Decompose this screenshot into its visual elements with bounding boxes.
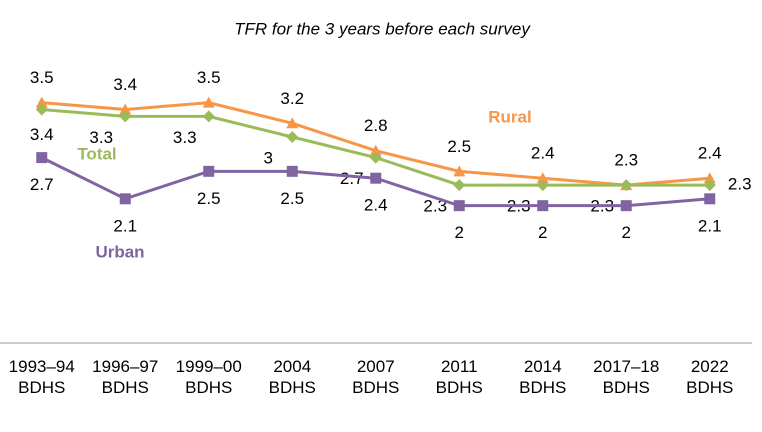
series-label: Rural: [488, 107, 531, 126]
marker: [536, 179, 549, 192]
marker: [369, 151, 382, 164]
marker: [369, 144, 382, 156]
marker: [286, 117, 299, 129]
data-label: 2.3: [423, 197, 447, 216]
x-tick-label: 2004 BDHS: [268, 357, 316, 397]
series-label: Urban: [95, 242, 144, 261]
marker: [202, 110, 215, 123]
data-label: 2: [622, 223, 631, 242]
data-label: 3.2: [280, 89, 304, 108]
data-label: 3: [264, 148, 273, 167]
marker: [119, 193, 131, 205]
marker: [119, 110, 132, 123]
marker: [35, 103, 48, 116]
data-label: 2.4: [364, 196, 388, 215]
marker: [203, 165, 215, 177]
marker: [703, 179, 716, 192]
data-label: 2.5: [280, 189, 304, 208]
marker: [453, 165, 466, 177]
x-tick-label: 2014 BDHS: [519, 357, 567, 397]
marker: [370, 172, 382, 184]
data-label: 2.1: [113, 216, 137, 235]
marker: [286, 131, 299, 143]
data-label: 3.4: [113, 75, 137, 94]
marker: [119, 103, 132, 115]
marker: [620, 179, 633, 192]
marker: [703, 172, 716, 184]
marker: [286, 165, 298, 177]
marker: [704, 193, 716, 205]
marker: [202, 96, 215, 108]
series-label: Total: [77, 144, 116, 163]
data-label: 3.3: [173, 128, 197, 147]
data-label: 3.3: [89, 128, 113, 147]
x-tick-label: 1996–97 BDHS: [92, 357, 159, 397]
data-label: 2.3: [614, 151, 638, 170]
marker: [620, 200, 632, 212]
marker: [453, 179, 466, 192]
data-label: 3.5: [197, 68, 221, 87]
x-tick-label: 1993–94 BDHS: [8, 357, 75, 397]
data-label: 2.1: [698, 216, 722, 235]
data-label: 2.7: [30, 175, 54, 194]
data-label: 2.5: [447, 137, 471, 156]
marker: [36, 152, 48, 164]
data-label: 2.4: [698, 144, 722, 163]
data-label: 3.5: [30, 68, 54, 87]
data-label: 2.4: [531, 144, 555, 163]
marker: [536, 172, 549, 184]
data-label: 2.7: [340, 169, 364, 188]
data-label: 2: [455, 223, 464, 242]
x-tick-label: 2007 BDHS: [352, 357, 400, 397]
x-tick-label: 2017–18 BDHS: [593, 357, 660, 397]
data-label: 2: [538, 223, 547, 242]
data-label: 3.4: [30, 125, 54, 144]
marker: [537, 200, 549, 212]
chart-title: TFR for the 3 years before each survey: [234, 19, 531, 38]
x-tick-label: 1999–00 BDHS: [175, 357, 242, 397]
marker: [453, 200, 465, 212]
data-label: 2.8: [364, 116, 388, 135]
data-label: 2.5: [197, 189, 221, 208]
x-tick-label: 2022 BDHS: [686, 357, 734, 397]
marker: [35, 96, 48, 108]
x-tick-label: 2011 BDHS: [435, 357, 483, 397]
data-label: 2.3: [728, 175, 752, 194]
